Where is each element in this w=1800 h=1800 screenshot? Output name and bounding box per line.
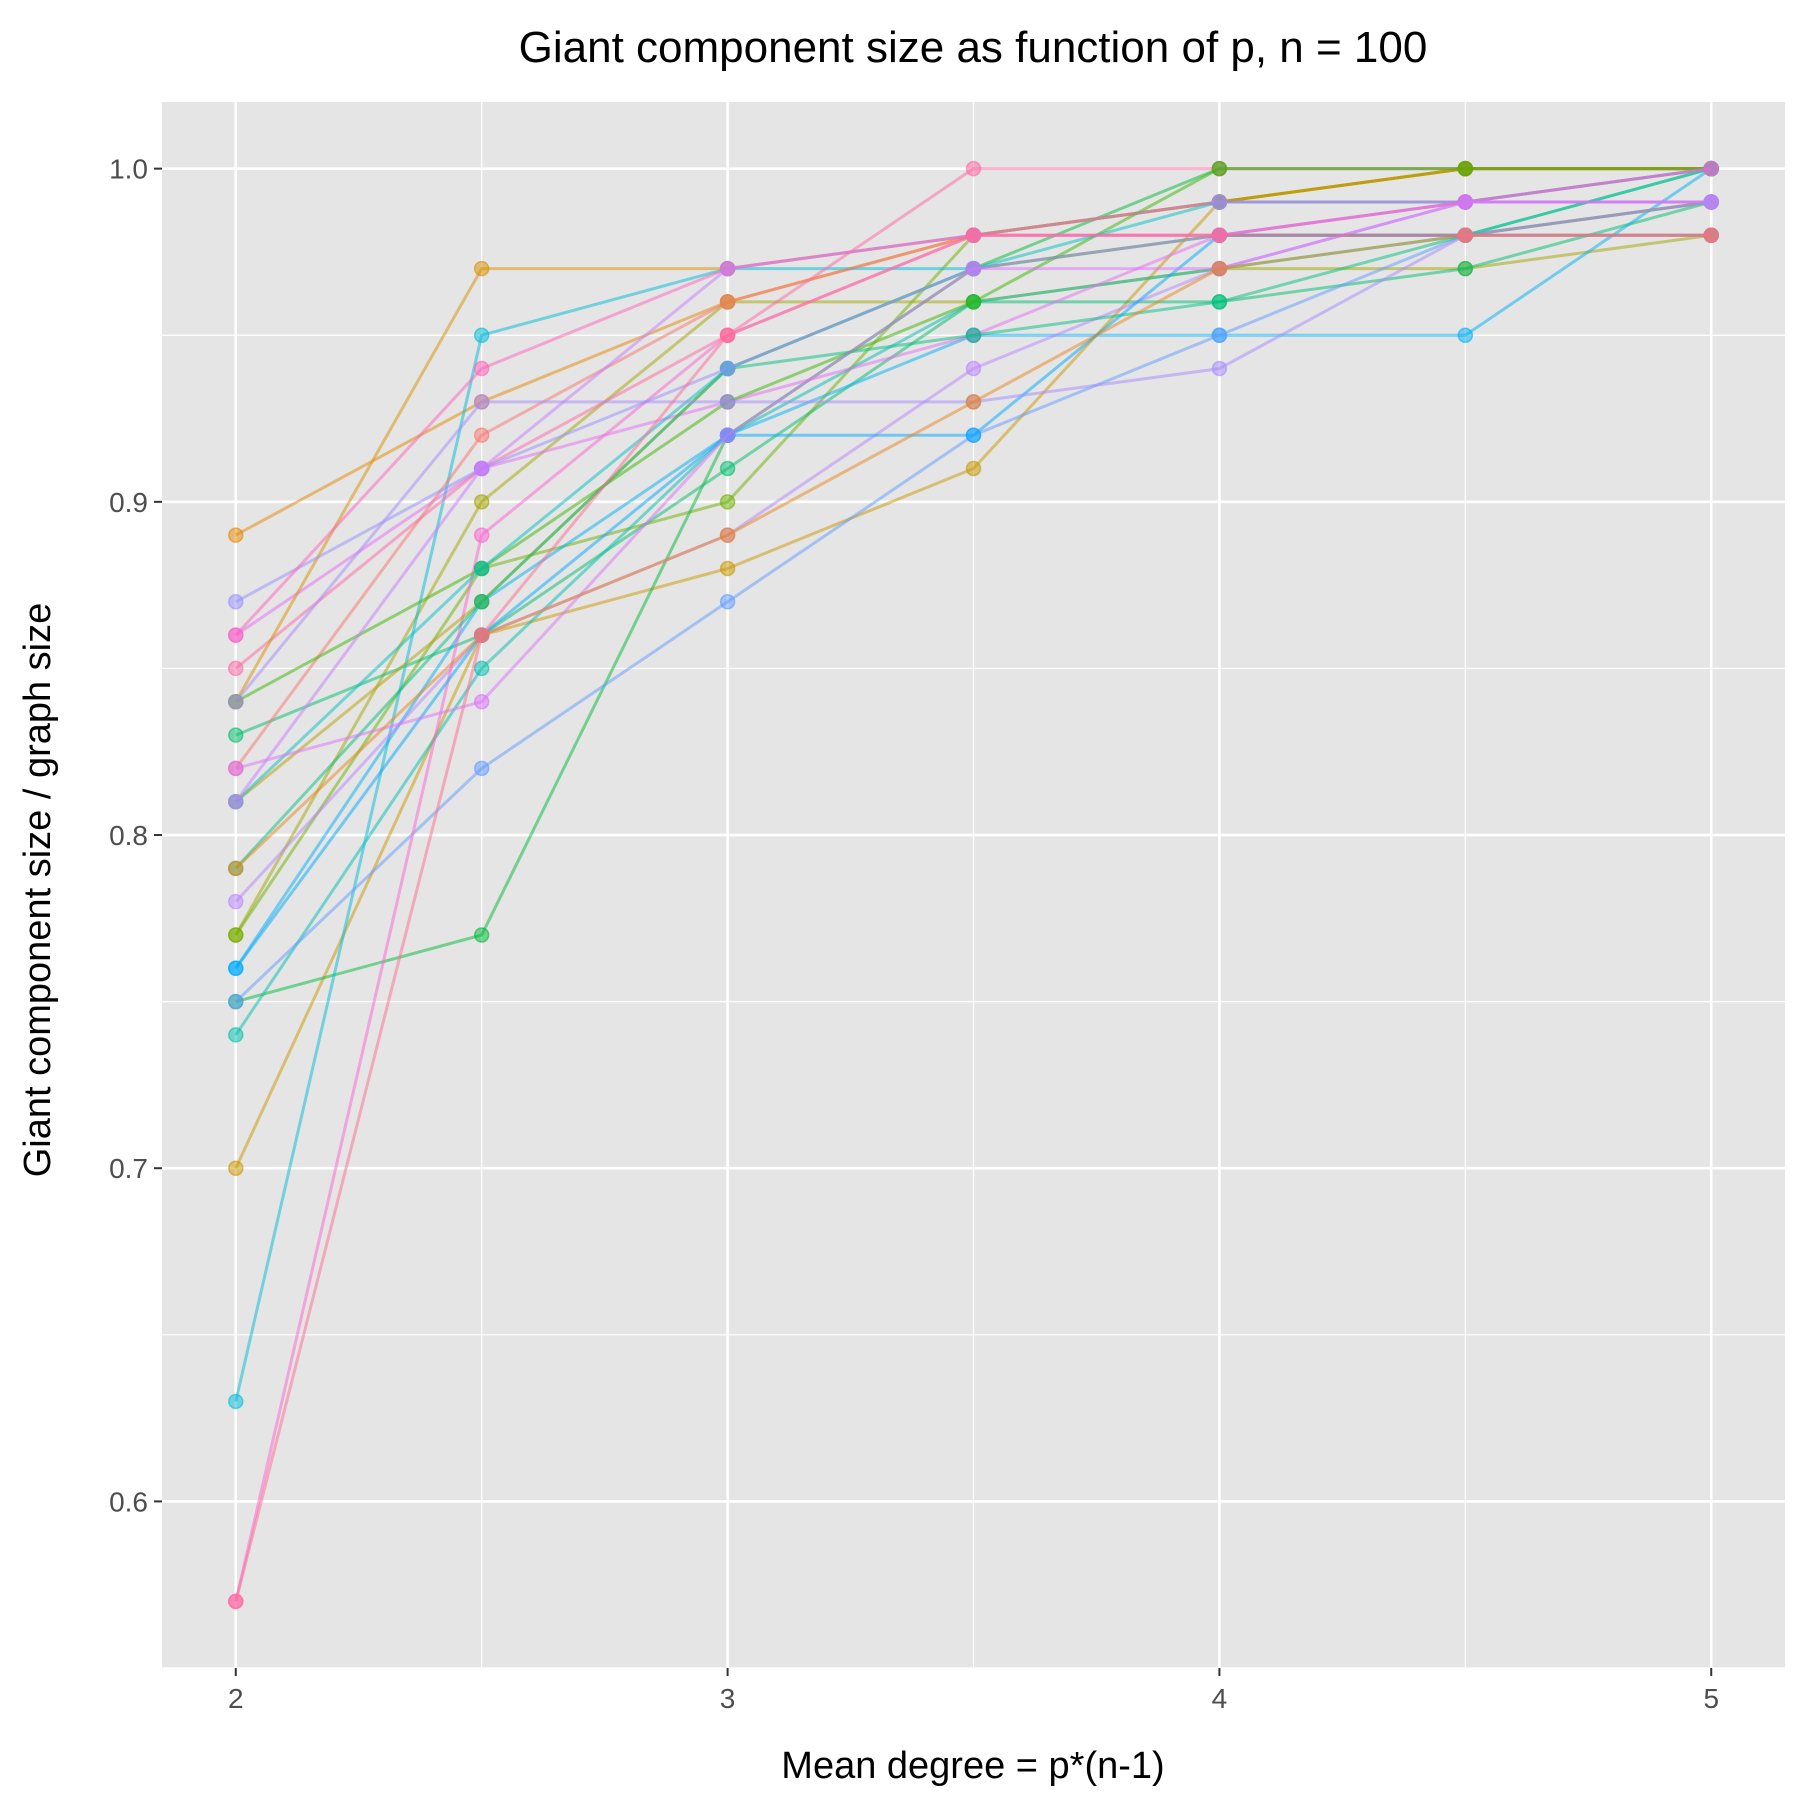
data-point [719, 594, 736, 610]
chart-title: Giant component size as function of p, n… [519, 23, 1428, 72]
data-point [719, 294, 736, 310]
data-point [228, 927, 244, 943]
data-point [719, 260, 736, 277]
data-point [965, 327, 982, 343]
data-point [719, 460, 736, 477]
data-point [965, 227, 982, 244]
axes: 2 3 4 5 0.6 0.7 0.8 0.9 1.0 [109, 154, 1719, 1714]
data-point [719, 494, 736, 510]
data-point [228, 1027, 244, 1043]
x-axis-title: Mean degree = p*(n-1) [781, 1745, 1164, 1787]
y-tick-label: 0.6 [109, 1486, 148, 1517]
data-point [1703, 227, 1719, 244]
data-point [228, 993, 244, 1010]
data-point [473, 760, 490, 777]
data-point [965, 394, 982, 410]
data-point [965, 294, 982, 310]
data-point [719, 327, 736, 343]
data-point [1457, 260, 1474, 277]
data-point [473, 460, 490, 477]
data-point [473, 927, 490, 943]
data-point [1211, 260, 1228, 277]
gridlines [162, 102, 1785, 1669]
data-point [473, 494, 490, 510]
x-tick-label: 2 [228, 1683, 244, 1714]
data-point [228, 1160, 244, 1176]
data-point [228, 693, 244, 710]
data-point [965, 460, 982, 477]
data-point [1703, 194, 1719, 210]
data-point [965, 260, 982, 277]
data-point [965, 360, 982, 377]
data-point [473, 560, 490, 577]
data-point [719, 360, 736, 377]
data-point [228, 960, 244, 977]
data-point [1211, 194, 1228, 210]
data-point [1457, 327, 1474, 343]
y-tick-label: 0.9 [109, 487, 148, 518]
data-point [473, 427, 490, 443]
data-point [719, 394, 736, 410]
data-point [228, 760, 244, 777]
data-point [473, 327, 490, 343]
data-point [1703, 160, 1719, 177]
data-point [719, 560, 736, 577]
x-tick-label: 4 [1212, 1683, 1228, 1714]
data-point [1457, 160, 1474, 177]
data-point [1211, 360, 1228, 377]
y-tick-label: 1.0 [109, 154, 148, 185]
data-point [1211, 160, 1228, 177]
data-point [965, 427, 982, 443]
data-point [719, 427, 736, 443]
x-tick-label: 3 [720, 1683, 736, 1714]
data-point [228, 893, 244, 910]
data-point [473, 594, 490, 610]
data-point [228, 860, 244, 877]
data-point [1457, 194, 1474, 210]
data-point [1211, 294, 1228, 310]
data-point [228, 594, 244, 610]
data-point [228, 627, 244, 643]
data-point [473, 260, 490, 277]
data-point [228, 527, 244, 543]
data-point [1211, 227, 1228, 244]
data-point [965, 160, 982, 177]
y-tick-label: 0.7 [109, 1153, 148, 1184]
series-layer [228, 160, 1719, 1610]
data-point [473, 394, 490, 410]
data-point [228, 727, 244, 743]
x-tick-label: 5 [1703, 1683, 1719, 1714]
data-point [473, 660, 490, 677]
data-point [473, 527, 490, 543]
data-point [719, 527, 736, 543]
data-point [473, 627, 490, 643]
data-point [1457, 227, 1474, 244]
series-28 [228, 227, 1719, 1610]
data-point [228, 1593, 244, 1610]
y-axis-title: Giant component size / graph size [17, 603, 59, 1178]
data-point [1211, 327, 1228, 343]
data-point [228, 660, 244, 677]
data-point [473, 360, 490, 377]
data-point [228, 793, 244, 810]
data-point [228, 1393, 244, 1410]
y-tick-label: 0.8 [109, 820, 148, 851]
data-point [473, 693, 490, 710]
